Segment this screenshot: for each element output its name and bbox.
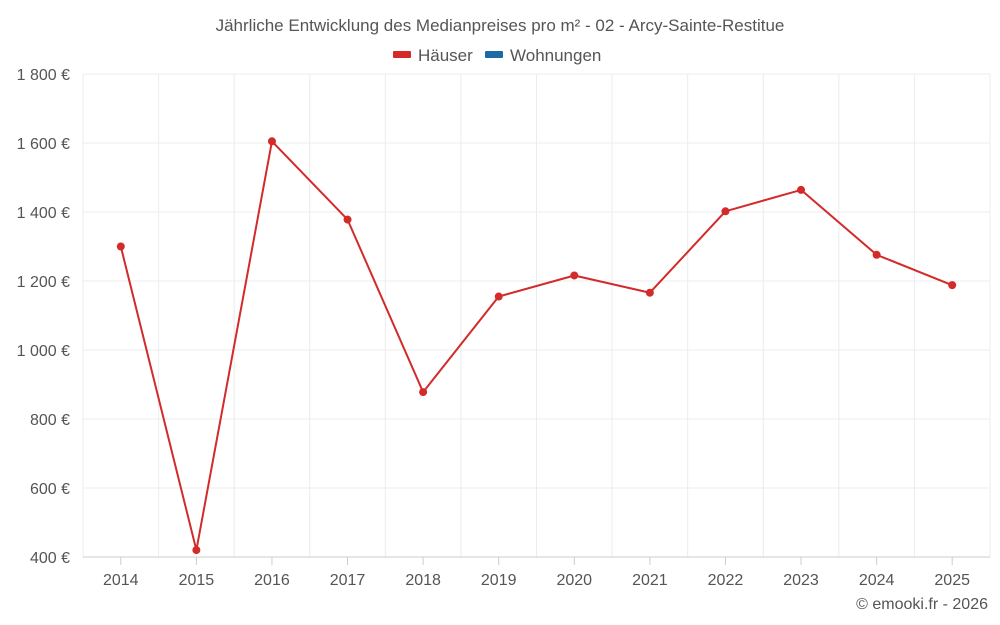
y-tick-label: 1 000 € xyxy=(17,343,70,360)
x-axis: 2014 2015 2016 2017 2018 2019 2020 2021 2022 2023… xyxy=(83,556,990,589)
credit-text: © emooki.fr - 2026 xyxy=(856,596,988,613)
chart-title: Jährliche Entwicklung des Medianpreises … xyxy=(216,16,785,35)
series-line-0 xyxy=(119,140,953,552)
y-tick-label: 1 400 € xyxy=(17,205,70,222)
x-tick-label: 2014 xyxy=(103,572,139,589)
data-point[interactable] xyxy=(494,292,503,301)
x-tick-label: 2024 xyxy=(859,572,895,589)
x-tick-label: 2016 xyxy=(254,572,290,589)
y-tick-label: 400 € xyxy=(30,550,70,567)
data-point[interactable] xyxy=(872,250,881,259)
legend-swatch-houses xyxy=(393,51,411,58)
data-point[interactable] xyxy=(343,215,352,224)
data-point[interactable] xyxy=(948,281,957,290)
y-axis: 400 € 600 € 800 € 1 000 € 1 200 € 1 400 € 1 60… xyxy=(17,67,70,567)
x-tick-label: 2015 xyxy=(179,572,215,589)
x-tick-label: 2020 xyxy=(556,572,592,589)
grid xyxy=(82,73,991,557)
legend-item-houses[interactable]: Häuser xyxy=(393,46,473,65)
y-tick-label: 800 € xyxy=(30,412,70,429)
x-tick-label: 2019 xyxy=(481,572,517,589)
y-tick-label: 1 200 € xyxy=(17,274,70,291)
y-tick-label: 1 800 € xyxy=(17,67,70,84)
plot-area xyxy=(116,137,957,555)
data-point[interactable] xyxy=(645,288,654,297)
x-tick-label: 2017 xyxy=(330,572,366,589)
data-point[interactable] xyxy=(116,242,125,251)
x-tick-label: 2021 xyxy=(632,572,668,589)
data-point[interactable] xyxy=(721,207,730,216)
legend: Häuser Wohnungen xyxy=(393,46,601,65)
x-tick-label: 2022 xyxy=(708,572,744,589)
data-point[interactable] xyxy=(192,546,201,555)
data-point[interactable] xyxy=(419,388,428,397)
data-point[interactable] xyxy=(570,271,579,280)
x-tick-label: 2025 xyxy=(934,572,970,589)
legend-item-apartments[interactable]: Wohnungen xyxy=(485,46,601,65)
x-tick-label: 2018 xyxy=(405,572,441,589)
data-point[interactable] xyxy=(267,137,276,146)
x-tick-label: 2023 xyxy=(783,572,819,589)
legend-label-apartments: Wohnungen xyxy=(510,46,601,65)
y-tick-label: 600 € xyxy=(30,481,70,498)
legend-swatch-apartments xyxy=(485,51,503,58)
legend-label-houses: Häuser xyxy=(418,46,473,65)
data-point[interactable] xyxy=(797,185,806,194)
y-tick-label: 1 600 € xyxy=(17,136,70,153)
